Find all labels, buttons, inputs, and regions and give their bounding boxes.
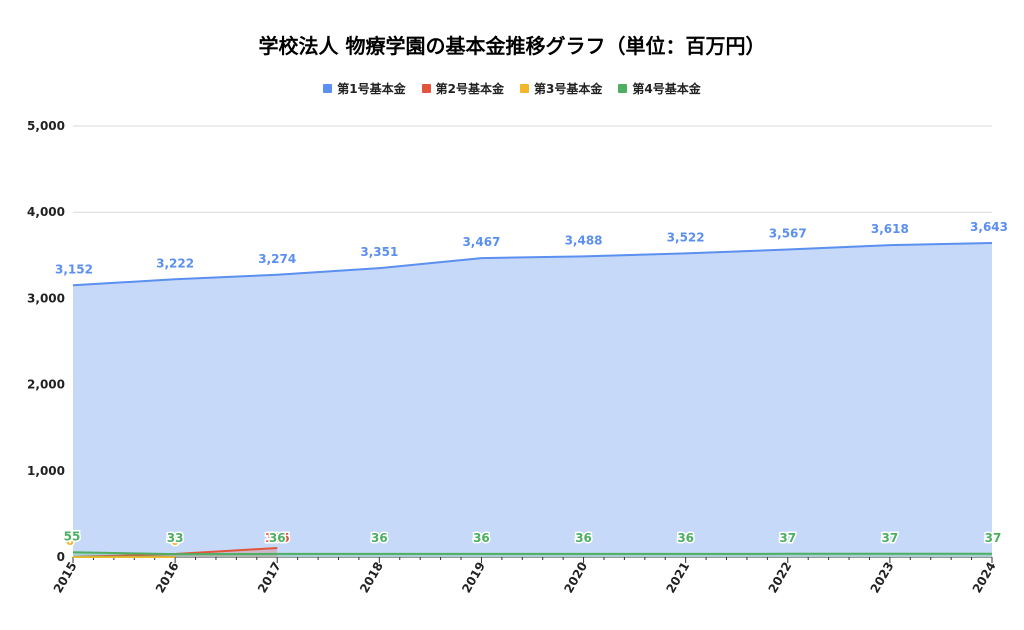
legend-swatch [618,84,628,93]
legend-label: 第2号基本金 [435,82,504,96]
data-label: 36 [575,531,592,545]
data-label: 3,274 [258,252,296,266]
series-line [72,241,993,287]
data-label: 33 [167,531,184,545]
legend-item: 第2号基本金 [421,80,504,97]
data-label: 3,567 [769,227,807,241]
legend: 第1号基本金 第2号基本金 第3号基本金 第4号基本金 [0,80,1024,97]
data-label: 36 [473,531,490,545]
series-area [73,242,992,558]
x-tick-label: 2022 [766,560,795,596]
x-tick-label: 2017 [255,560,284,596]
y-tick-label: 1,000 [27,464,65,478]
series-line [72,551,992,556]
legend-label: 第3号基本金 [534,82,603,96]
x-tick-label: 2019 [459,560,488,596]
data-label: 3,467 [462,235,500,249]
x-tick-label: 2015 [51,560,80,596]
x-tick-label: 2018 [357,560,386,596]
legend-item: 第3号基本金 [520,80,602,97]
legend-label: 第1号基本金 [337,82,406,96]
y-tick-label: 2,000 [27,378,65,392]
x-tick-label: 2016 [153,560,182,596]
data-label: 3,152 [55,262,93,276]
legend-item: 第1号基本金 [323,80,406,97]
data-label: 37 [882,531,899,545]
y-tick-label: 4,000 [27,205,65,219]
x-tick-label: 2020 [561,560,590,596]
data-label: 3,222 [156,256,194,270]
data-label: 55 [64,529,81,543]
x-tick-label: 2024 [970,560,999,596]
legend-swatch [323,84,333,93]
x-tick-label: 2021 [663,560,692,596]
data-label: 37 [985,531,1002,545]
data-label: 3,488 [565,233,603,247]
x-tick-label: 2023 [868,560,897,596]
data-label: 105 [265,531,290,545]
legend-swatch [520,84,529,93]
legend-item: 第4号基本金 [618,80,701,97]
data-label: 0 [171,534,179,548]
y-tick-label: 0 [57,550,65,564]
data-label: 3,351 [360,245,398,259]
y-tick-label: 5,000 [27,119,65,133]
data-label: 37 [779,531,796,545]
data-label: 3,522 [667,230,705,244]
data-label: 36 [269,531,286,545]
legend-label: 第4号基本金 [632,82,701,96]
data-label: 3,643 [970,220,1008,234]
data-label: 3,618 [871,222,909,236]
data-label: 36 [371,531,388,545]
data-label: 36 [677,531,694,545]
data-label: 0 [66,534,74,548]
legend-swatch [421,84,431,93]
chart-title: 学校法人 物療学園の基本金推移グラフ（単位：百万円） [258,34,766,58]
y-tick-label: 3,000 [27,291,65,305]
